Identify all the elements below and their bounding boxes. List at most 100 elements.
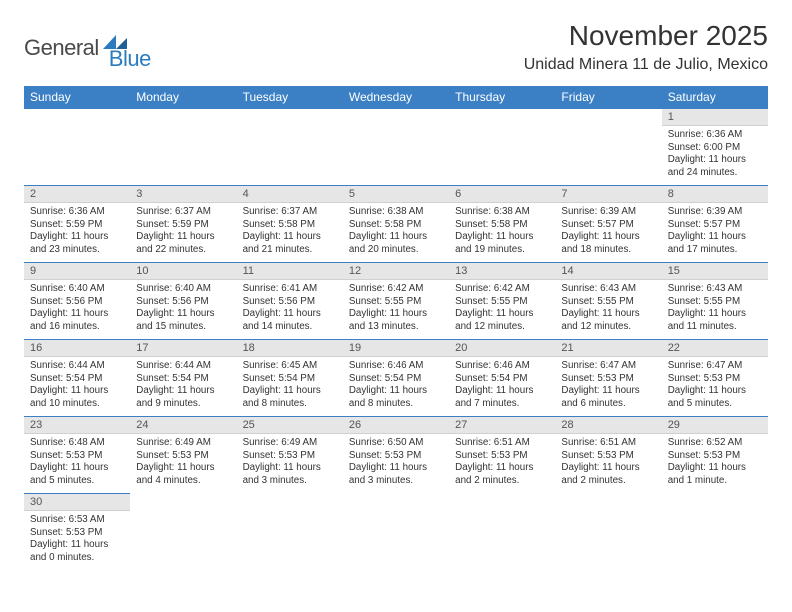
day-content: Sunrise: 6:47 AMSunset: 5:53 PMDaylight:…: [662, 357, 768, 414]
calendar-cell: 29Sunrise: 6:52 AMSunset: 5:53 PMDayligh…: [662, 417, 768, 494]
calendar-cell: [237, 494, 343, 571]
day-content: Sunrise: 6:51 AMSunset: 5:53 PMDaylight:…: [449, 434, 555, 491]
day-content: Sunrise: 6:37 AMSunset: 5:59 PMDaylight:…: [130, 203, 236, 260]
calendar-cell: 8Sunrise: 6:39 AMSunset: 5:57 PMDaylight…: [662, 186, 768, 263]
calendar-cell: [449, 109, 555, 186]
day-number: 6: [449, 186, 555, 203]
day-number: 3: [130, 186, 236, 203]
day-content: Sunrise: 6:38 AMSunset: 5:58 PMDaylight:…: [449, 203, 555, 260]
day-content: Sunrise: 6:45 AMSunset: 5:54 PMDaylight:…: [237, 357, 343, 414]
calendar-cell: 16Sunrise: 6:44 AMSunset: 5:54 PMDayligh…: [24, 340, 130, 417]
month-title: November 2025: [524, 20, 768, 52]
day-header: Monday: [130, 86, 236, 109]
day-number: 16: [24, 340, 130, 357]
title-block: November 2025 Unidad Minera 11 de Julio,…: [524, 20, 768, 74]
calendar-week: 1Sunrise: 6:36 AMSunset: 6:00 PMDaylight…: [24, 109, 768, 186]
day-number: 11: [237, 263, 343, 280]
day-content: Sunrise: 6:47 AMSunset: 5:53 PMDaylight:…: [555, 357, 661, 414]
calendar-cell: [449, 494, 555, 571]
day-number: 17: [130, 340, 236, 357]
day-number: 8: [662, 186, 768, 203]
day-number: 10: [130, 263, 236, 280]
calendar-cell: 12Sunrise: 6:42 AMSunset: 5:55 PMDayligh…: [343, 263, 449, 340]
logo: General Blue: [24, 26, 151, 70]
day-content: Sunrise: 6:46 AMSunset: 5:54 PMDaylight:…: [449, 357, 555, 414]
calendar-week: 23Sunrise: 6:48 AMSunset: 5:53 PMDayligh…: [24, 417, 768, 494]
calendar-body: 1Sunrise: 6:36 AMSunset: 6:00 PMDaylight…: [24, 109, 768, 571]
day-number: 2: [24, 186, 130, 203]
day-content: Sunrise: 6:48 AMSunset: 5:53 PMDaylight:…: [24, 434, 130, 491]
calendar-cell: 27Sunrise: 6:51 AMSunset: 5:53 PMDayligh…: [449, 417, 555, 494]
day-number: 20: [449, 340, 555, 357]
day-content: Sunrise: 6:37 AMSunset: 5:58 PMDaylight:…: [237, 203, 343, 260]
day-content: Sunrise: 6:43 AMSunset: 5:55 PMDaylight:…: [555, 280, 661, 337]
calendar-cell: 28Sunrise: 6:51 AMSunset: 5:53 PMDayligh…: [555, 417, 661, 494]
day-number: 18: [237, 340, 343, 357]
calendar-cell: 10Sunrise: 6:40 AMSunset: 5:56 PMDayligh…: [130, 263, 236, 340]
calendar-cell: [662, 494, 768, 571]
day-header-row: SundayMondayTuesdayWednesdayThursdayFrid…: [24, 86, 768, 109]
calendar-cell: 24Sunrise: 6:49 AMSunset: 5:53 PMDayligh…: [130, 417, 236, 494]
day-content: Sunrise: 6:42 AMSunset: 5:55 PMDaylight:…: [449, 280, 555, 337]
calendar-cell: [555, 494, 661, 571]
day-number: 25: [237, 417, 343, 434]
day-number: 1: [662, 109, 768, 126]
logo-text-general: General: [24, 35, 99, 61]
calendar-cell: 13Sunrise: 6:42 AMSunset: 5:55 PMDayligh…: [449, 263, 555, 340]
calendar-cell: [237, 109, 343, 186]
calendar-cell: 15Sunrise: 6:43 AMSunset: 5:55 PMDayligh…: [662, 263, 768, 340]
day-number: 28: [555, 417, 661, 434]
calendar-cell: [555, 109, 661, 186]
calendar-cell: [343, 494, 449, 571]
day-number: 23: [24, 417, 130, 434]
calendar-cell: 14Sunrise: 6:43 AMSunset: 5:55 PMDayligh…: [555, 263, 661, 340]
day-content: Sunrise: 6:46 AMSunset: 5:54 PMDaylight:…: [343, 357, 449, 414]
day-content: Sunrise: 6:49 AMSunset: 5:53 PMDaylight:…: [237, 434, 343, 491]
day-number: 19: [343, 340, 449, 357]
calendar-week: 16Sunrise: 6:44 AMSunset: 5:54 PMDayligh…: [24, 340, 768, 417]
calendar-cell: [343, 109, 449, 186]
day-content: Sunrise: 6:50 AMSunset: 5:53 PMDaylight:…: [343, 434, 449, 491]
day-content: Sunrise: 6:51 AMSunset: 5:53 PMDaylight:…: [555, 434, 661, 491]
calendar-cell: 6Sunrise: 6:38 AMSunset: 5:58 PMDaylight…: [449, 186, 555, 263]
header: General Blue November 2025 Unidad Minera…: [24, 20, 768, 74]
calendar-cell: 26Sunrise: 6:50 AMSunset: 5:53 PMDayligh…: [343, 417, 449, 494]
calendar-cell: 25Sunrise: 6:49 AMSunset: 5:53 PMDayligh…: [237, 417, 343, 494]
day-header: Tuesday: [237, 86, 343, 109]
day-number: 29: [662, 417, 768, 434]
calendar-table: SundayMondayTuesdayWednesdayThursdayFrid…: [24, 86, 768, 571]
day-content: Sunrise: 6:53 AMSunset: 5:53 PMDaylight:…: [24, 511, 130, 568]
day-number: 15: [662, 263, 768, 280]
calendar-cell: 5Sunrise: 6:38 AMSunset: 5:58 PMDaylight…: [343, 186, 449, 263]
calendar-cell: 1Sunrise: 6:36 AMSunset: 6:00 PMDaylight…: [662, 109, 768, 186]
logo-text-blue: Blue: [109, 46, 151, 72]
day-header: Wednesday: [343, 86, 449, 109]
day-number: 24: [130, 417, 236, 434]
day-content: Sunrise: 6:49 AMSunset: 5:53 PMDaylight:…: [130, 434, 236, 491]
day-content: Sunrise: 6:44 AMSunset: 5:54 PMDaylight:…: [24, 357, 130, 414]
calendar-page: General Blue November 2025 Unidad Minera…: [0, 0, 792, 591]
day-number: 30: [24, 494, 130, 511]
day-number: 12: [343, 263, 449, 280]
calendar-head: SundayMondayTuesdayWednesdayThursdayFrid…: [24, 86, 768, 109]
day-header: Friday: [555, 86, 661, 109]
day-number: 26: [343, 417, 449, 434]
calendar-cell: 17Sunrise: 6:44 AMSunset: 5:54 PMDayligh…: [130, 340, 236, 417]
day-content: Sunrise: 6:36 AMSunset: 5:59 PMDaylight:…: [24, 203, 130, 260]
calendar-cell: 4Sunrise: 6:37 AMSunset: 5:58 PMDaylight…: [237, 186, 343, 263]
calendar-cell: 2Sunrise: 6:36 AMSunset: 5:59 PMDaylight…: [24, 186, 130, 263]
calendar-cell: 7Sunrise: 6:39 AMSunset: 5:57 PMDaylight…: [555, 186, 661, 263]
location: Unidad Minera 11 de Julio, Mexico: [524, 56, 768, 74]
calendar-cell: 20Sunrise: 6:46 AMSunset: 5:54 PMDayligh…: [449, 340, 555, 417]
day-content: Sunrise: 6:43 AMSunset: 5:55 PMDaylight:…: [662, 280, 768, 337]
calendar-week: 2Sunrise: 6:36 AMSunset: 5:59 PMDaylight…: [24, 186, 768, 263]
day-number: 13: [449, 263, 555, 280]
day-number: 21: [555, 340, 661, 357]
calendar-cell: 21Sunrise: 6:47 AMSunset: 5:53 PMDayligh…: [555, 340, 661, 417]
calendar-cell: [130, 109, 236, 186]
calendar-cell: 19Sunrise: 6:46 AMSunset: 5:54 PMDayligh…: [343, 340, 449, 417]
day-content: Sunrise: 6:39 AMSunset: 5:57 PMDaylight:…: [662, 203, 768, 260]
day-number: 14: [555, 263, 661, 280]
day-content: Sunrise: 6:44 AMSunset: 5:54 PMDaylight:…: [130, 357, 236, 414]
calendar-cell: 22Sunrise: 6:47 AMSunset: 5:53 PMDayligh…: [662, 340, 768, 417]
